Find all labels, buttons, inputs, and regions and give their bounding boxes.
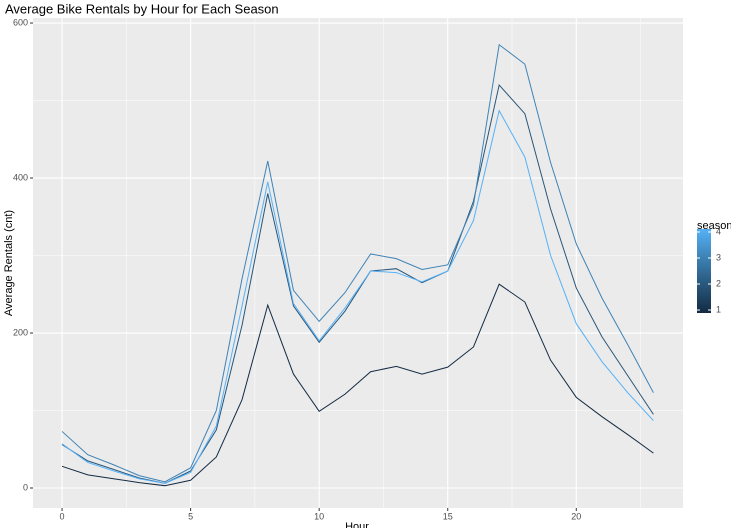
legend-label: 1 bbox=[716, 304, 721, 314]
y-tick-label: 400 bbox=[13, 172, 28, 182]
x-tick-label: 10 bbox=[314, 511, 324, 521]
series-line bbox=[61, 43, 654, 483]
legend-label: 2 bbox=[716, 278, 721, 288]
x-tick-label: 5 bbox=[188, 511, 193, 521]
series-line bbox=[61, 283, 654, 487]
y-axis-title: Average Rentals (cnt) bbox=[3, 210, 15, 316]
plot-panel bbox=[33, 18, 683, 508]
legend-title: season bbox=[697, 220, 731, 232]
x-tick-label: 15 bbox=[443, 511, 453, 521]
legend-label: 4 bbox=[716, 226, 721, 236]
chart-title: Average Bike Rentals by Hour for Each Se… bbox=[5, 1, 279, 16]
legend-colorbar bbox=[697, 229, 711, 313]
x-axis-title: Hour bbox=[345, 521, 369, 528]
y-tick-label: 600 bbox=[13, 17, 28, 27]
x-tick-label: 0 bbox=[60, 511, 65, 521]
legend-label: 3 bbox=[716, 252, 721, 262]
y-tick-label: 200 bbox=[13, 327, 28, 337]
series-line bbox=[61, 109, 654, 484]
y-tick-label: 0 bbox=[23, 482, 28, 492]
x-tick-label: 20 bbox=[571, 511, 581, 521]
